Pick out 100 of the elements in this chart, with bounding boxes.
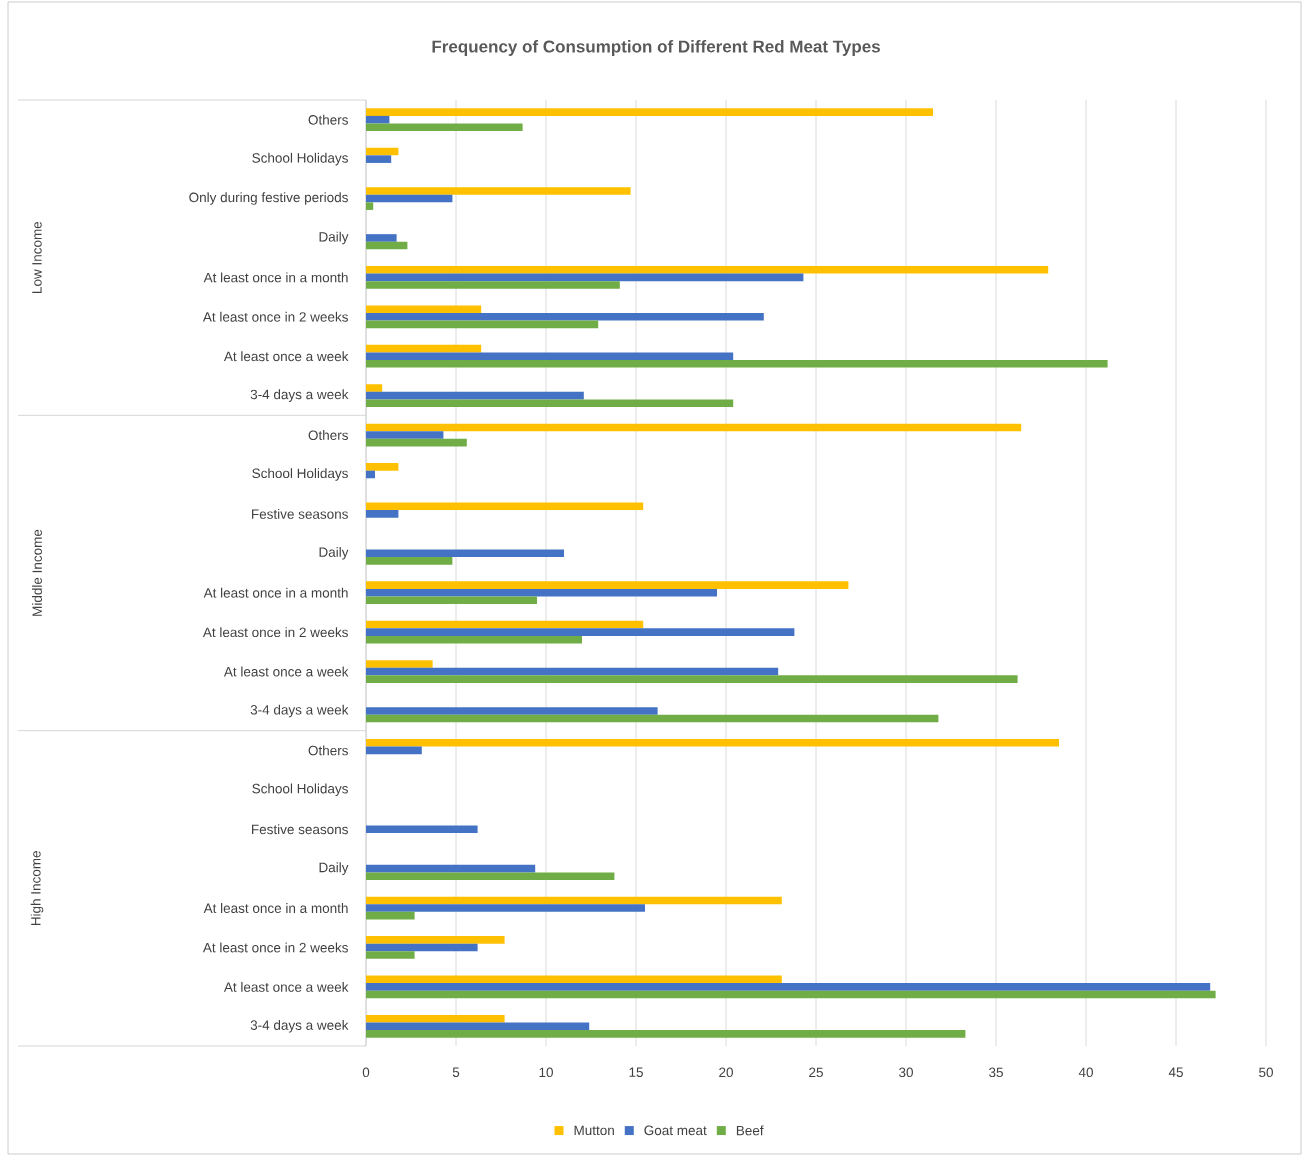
bar	[366, 360, 1108, 368]
bar	[366, 1014, 505, 1023]
x-tick-label: 25	[809, 1067, 823, 1078]
bar	[366, 1022, 590, 1031]
bar	[366, 352, 734, 361]
bar	[366, 187, 631, 195]
bar	[366, 234, 397, 242]
bar	[366, 904, 645, 912]
bar	[366, 825, 478, 834]
legend-label: Goat meat	[644, 1125, 707, 1136]
bar	[366, 660, 433, 668]
bar	[366, 281, 620, 289]
bar	[366, 581, 849, 589]
y-tick-label: At least once in 2 weeks	[202, 627, 348, 638]
bar	[366, 738, 1059, 747]
y-tick-label: 3-4 days a week	[250, 389, 349, 402]
x-tick-label: 45	[1168, 1067, 1183, 1077]
bar	[366, 896, 782, 905]
x-tick-label: 35	[989, 1067, 1003, 1078]
bar	[366, 399, 734, 408]
y-tick-label: 3-4 days a week	[250, 704, 349, 718]
bar	[366, 943, 478, 952]
bar	[366, 273, 804, 282]
bar	[366, 344, 482, 353]
text: High Income	[30, 851, 44, 926]
y-tick-label: Festive seasons	[252, 824, 348, 835]
bar	[366, 384, 383, 392]
y-tick-label: At least once in a month	[203, 903, 348, 913]
x-tick-label: 15	[629, 1067, 643, 1077]
bar	[366, 305, 482, 313]
text: Low Income	[32, 221, 42, 293]
y-tick-label: 3-4 days a week	[250, 1020, 349, 1033]
x-tick-label: 40	[1078, 1067, 1093, 1078]
bar	[366, 431, 444, 439]
bar	[366, 438, 467, 447]
x-tick-label: 0	[362, 1067, 370, 1078]
y-tick-label: Others	[308, 430, 348, 440]
bar	[366, 936, 505, 944]
bar	[366, 975, 782, 984]
bar	[366, 194, 453, 203]
bar	[366, 596, 537, 605]
x-tick-label: 10	[539, 1067, 553, 1078]
bar	[366, 313, 764, 321]
bar	[366, 588, 717, 597]
bar	[366, 108, 933, 116]
bar	[366, 635, 582, 644]
bar	[366, 911, 415, 920]
bar	[366, 241, 408, 250]
bar	[366, 549, 564, 558]
y-tick-label: Daily	[319, 862, 349, 875]
chart-title: Frequency of Consumption of Different Red Meat Types	[432, 40, 880, 56]
bar	[366, 1030, 966, 1038]
legend-label: Beef	[736, 1125, 764, 1136]
bar	[366, 557, 453, 565]
y-tick-label: Daily	[319, 231, 349, 245]
legend-label: Mutton	[574, 1125, 614, 1136]
y-tick-label: Others	[308, 745, 348, 756]
y-tick-label: Daily	[319, 547, 349, 560]
y-tick-label: School Holidays	[252, 152, 348, 166]
bar	[366, 864, 536, 873]
bar	[366, 202, 374, 210]
y-tick-label: At least once a week	[223, 666, 349, 677]
y-tick-label: Festive seasons	[252, 508, 348, 519]
bar	[366, 707, 658, 715]
x-tick-label: 30	[899, 1067, 913, 1078]
bar	[366, 320, 599, 329]
bar	[366, 470, 375, 479]
bar	[366, 510, 399, 518]
y-tick-label: School Holidays	[252, 468, 348, 481]
y-tick-label: Others	[308, 114, 348, 125]
bar	[366, 147, 399, 156]
text: Middle Income	[32, 529, 42, 616]
bar	[366, 155, 392, 163]
bar	[366, 667, 779, 676]
bar	[366, 391, 584, 400]
x-tick-label: 20	[719, 1067, 733, 1078]
bar	[366, 714, 939, 723]
y-tick-label: Only during festive periods	[189, 192, 348, 205]
bar	[366, 675, 1018, 683]
y-tick-label: School Holidays	[252, 783, 348, 797]
y-tick-label: At least once in 2 weeks	[202, 942, 348, 953]
bar	[366, 502, 644, 511]
bar	[366, 265, 1049, 274]
y-tick-label: At least once a week	[223, 351, 349, 362]
bar	[366, 463, 399, 471]
bar	[366, 983, 1211, 991]
bar	[366, 746, 422, 755]
y-tick-label: At least once in a month	[203, 587, 348, 598]
bar	[366, 620, 644, 629]
x-tick-label: 50	[1259, 1067, 1273, 1078]
bar	[366, 872, 615, 881]
bar	[366, 423, 1022, 432]
y-tick-label: At least once in 2 weeks	[202, 311, 348, 322]
bar	[366, 123, 523, 132]
y-tick-label: At least once in a month	[203, 272, 348, 283]
bar	[366, 628, 795, 636]
bar	[366, 115, 390, 124]
y-tick-label: At least once a week	[223, 981, 349, 992]
bar	[366, 990, 1216, 999]
x-tick-label: 5	[452, 1067, 460, 1077]
